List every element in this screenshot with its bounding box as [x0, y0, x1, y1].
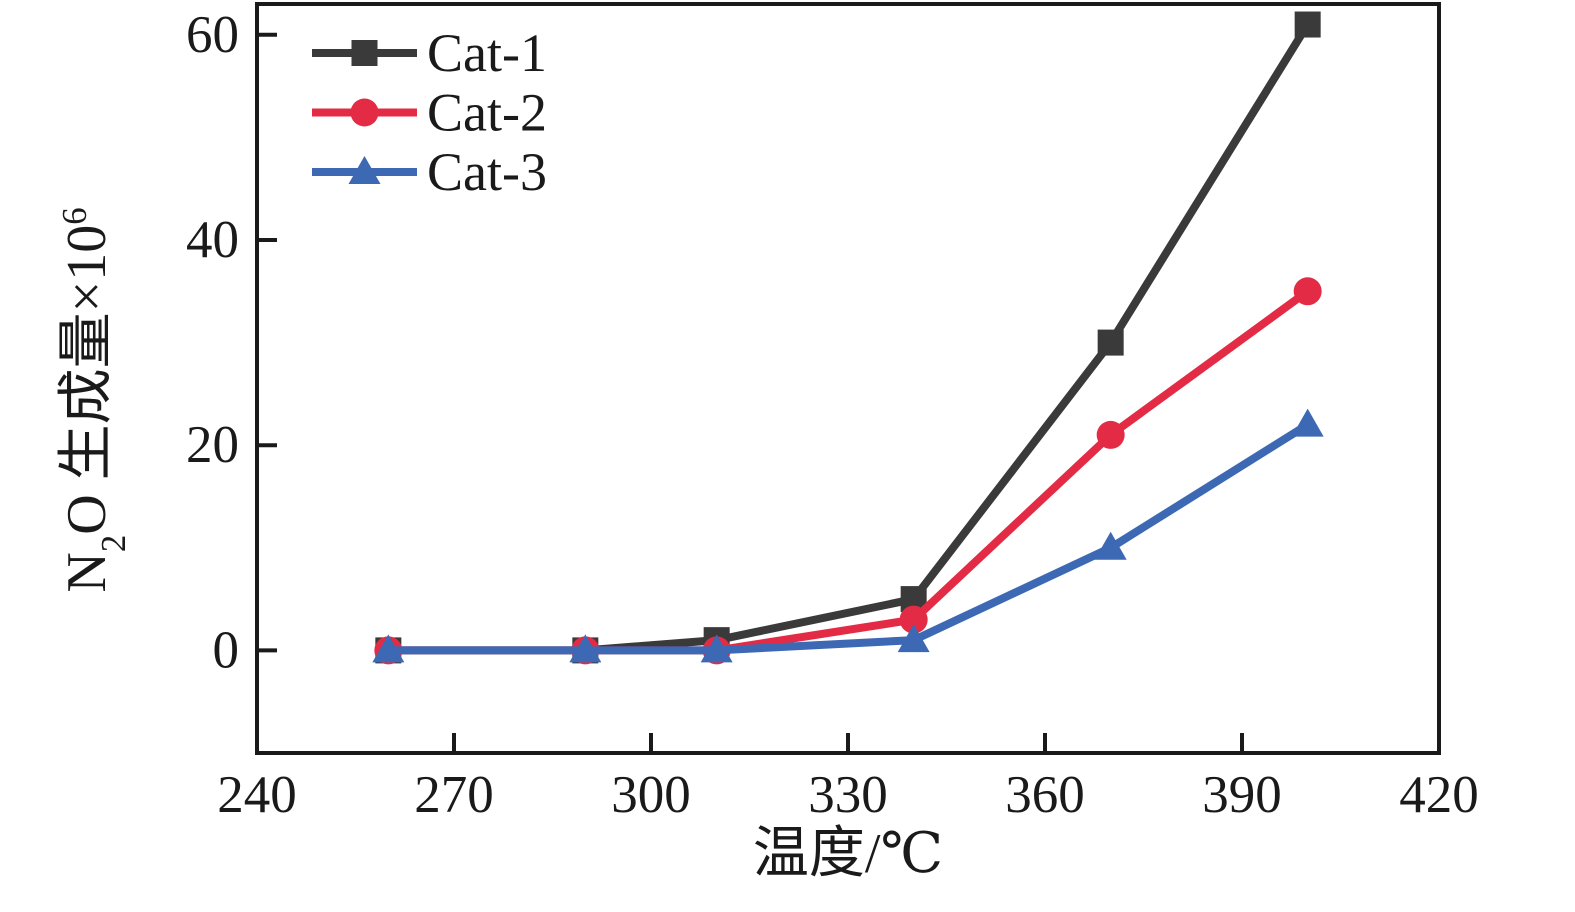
square-marker-cat-1: [1097, 329, 1124, 356]
x-tick-label: 330: [808, 766, 888, 824]
y-tick-label: 20: [186, 416, 239, 474]
x-tick-label: 240: [217, 766, 297, 824]
circle-marker-cat-2: [1096, 420, 1125, 449]
legend-label-cat-1: Cat-1: [427, 23, 547, 83]
triangle-marker-cat-3: [700, 634, 733, 663]
legend-label-cat-2: Cat-2: [427, 83, 547, 143]
series-line-cat-3: [388, 421, 1310, 655]
square-marker-cat-1: [1294, 11, 1321, 38]
x-tick-label: 360: [1005, 766, 1085, 824]
y-axis-title: N2O 生成量×106: [55, 207, 133, 592]
triangle-marker-cat-3: [372, 634, 405, 663]
triangle-marker-cat-3: [1291, 408, 1324, 437]
y-tick-label: 40: [186, 211, 239, 269]
x-axis-title: 温度/℃: [753, 823, 943, 885]
triangle-marker-cat-3: [897, 624, 930, 653]
circle-marker-cat-2: [1293, 277, 1322, 306]
x-tick-label: 300: [611, 766, 691, 824]
legend-circle-icon: [350, 98, 379, 127]
x-tick-label: 420: [1399, 766, 1479, 824]
legend-triangle-icon: [348, 156, 381, 184]
plot-border: [255, 2, 1441, 755]
x-tick-label: 270: [414, 766, 494, 824]
triangle-marker-cat-3: [1094, 531, 1127, 560]
legend-label-cat-3: Cat-3: [427, 142, 547, 202]
x-tick-label: 390: [1202, 766, 1282, 824]
series-line-cat-2: [388, 288, 1311, 655]
y-tick-label: 60: [186, 6, 239, 64]
y-tick-label: 0: [213, 621, 240, 679]
triangle-marker-cat-3: [569, 634, 602, 663]
circle-marker-cat-2: [899, 605, 928, 634]
legend-square-icon: [351, 40, 378, 66]
